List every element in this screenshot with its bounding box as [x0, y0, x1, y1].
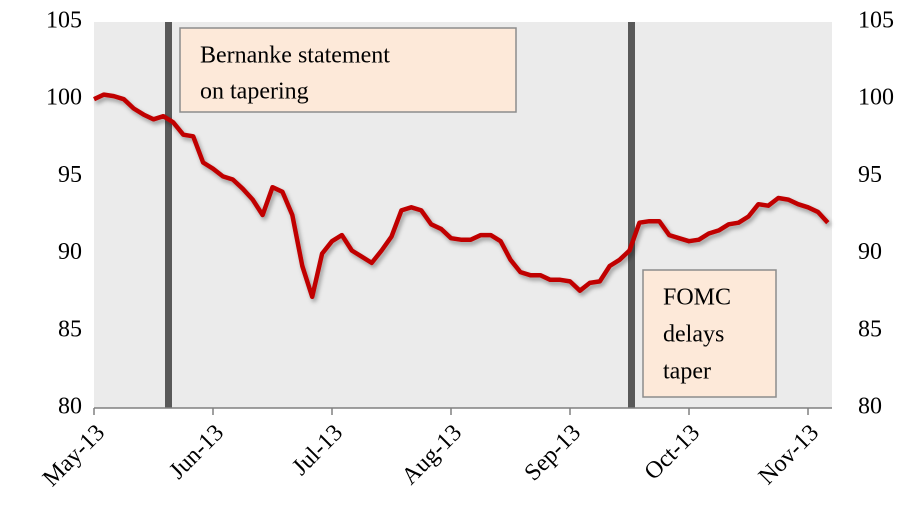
x-tick-label: May-13 [38, 420, 110, 492]
x-tick-label: Aug-13 [397, 420, 467, 490]
y-tick-label: 85 [58, 316, 82, 342]
annotation-text: taper [663, 359, 711, 385]
annotation-box [179, 27, 517, 113]
x-tick-label: Oct-13 [640, 420, 706, 486]
event-line [628, 22, 635, 408]
y-tick-label: 80 [58, 394, 82, 420]
y2-tick-label: 85 [858, 316, 882, 342]
annotation-text: delays [663, 322, 724, 348]
x-tick-label: Nov-13 [754, 420, 824, 490]
data-line [93, 92, 830, 300]
y-tick-label: 105 [46, 8, 82, 34]
annotation-text: FOMC [663, 285, 731, 311]
y-tick-label: 90 [58, 239, 82, 265]
y-tick-label: 100 [46, 85, 82, 111]
y2-tick-label: 90 [858, 239, 882, 265]
y2-tick-label: 105 [858, 8, 894, 34]
x-tick-label: Jul-13 [287, 420, 348, 481]
annotation-text: Bernanke statement [200, 43, 390, 69]
y2-tick-label: 95 [858, 162, 882, 188]
y2-tick-label: 80 [858, 394, 882, 420]
annotation-box [642, 269, 777, 398]
annotation-text: on tapering [200, 79, 309, 105]
x-tick-label: Sep-13 [520, 420, 586, 486]
y-tick-label: 95 [58, 162, 82, 188]
x-tick-label: Jun-13 [165, 420, 230, 485]
y2-tick-label: 100 [858, 85, 894, 111]
event-line [165, 22, 172, 408]
